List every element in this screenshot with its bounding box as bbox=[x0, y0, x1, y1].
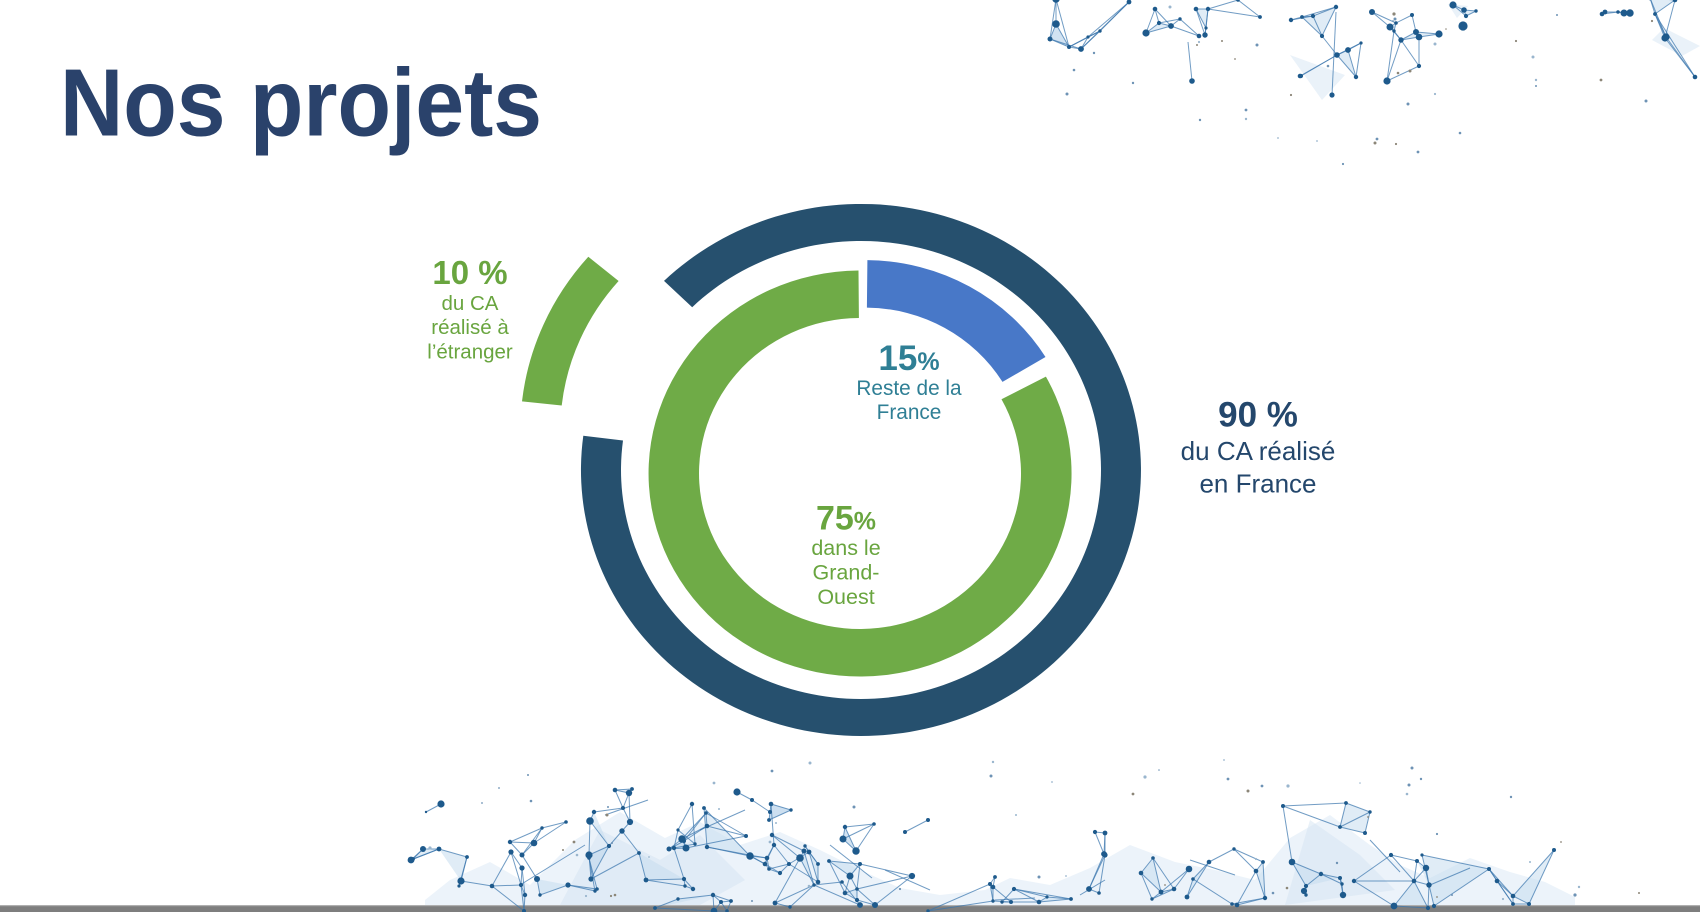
svg-text:90 %: 90 % bbox=[1218, 395, 1298, 434]
svg-text:du CA réalisé: du CA réalisé bbox=[1181, 436, 1336, 466]
svg-text:en France: en France bbox=[1199, 469, 1316, 499]
svg-text:Nos projets: Nos projets bbox=[60, 50, 542, 157]
svg-text:75%: 75% bbox=[816, 499, 876, 537]
svg-text:réalisé à: réalisé à bbox=[431, 316, 509, 339]
svg-text:du CA: du CA bbox=[442, 292, 499, 315]
svg-text:Ouest: Ouest bbox=[817, 585, 874, 609]
svg-text:10 %: 10 % bbox=[432, 254, 507, 291]
svg-text:dans le: dans le bbox=[811, 536, 880, 560]
svg-text:Grand-: Grand- bbox=[813, 561, 880, 585]
svg-text:France: France bbox=[877, 401, 942, 424]
svg-text:l’étranger: l’étranger bbox=[427, 340, 513, 363]
svg-text:Reste de la: Reste de la bbox=[856, 377, 962, 400]
svg-text:15%: 15% bbox=[878, 339, 939, 378]
